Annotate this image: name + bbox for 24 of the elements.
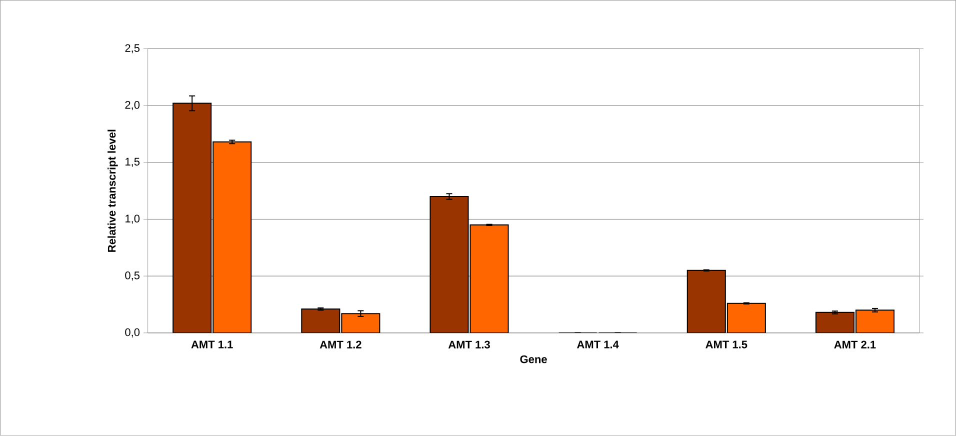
x-axis-title: Gene	[520, 356, 547, 364]
bar	[341, 313, 380, 334]
x-tick-label: AMT 1.3	[448, 340, 490, 349]
bar	[855, 310, 895, 334]
x-tick-label: AMT 2.1	[834, 340, 876, 349]
y-tick-label: 0,0	[125, 328, 140, 338]
y-tick-label: 1,5	[126, 158, 140, 168]
bar	[172, 102, 212, 334]
bar	[301, 308, 340, 334]
x-tick-label: AMT 1.1	[191, 340, 233, 348]
bar	[470, 224, 509, 334]
x-tick-label: AMT 1.4	[576, 340, 619, 348]
y-tick-label: 2,5	[125, 44, 140, 54]
bar	[815, 312, 854, 334]
bar	[686, 270, 726, 334]
x-tick-label: AMT 1.5	[706, 340, 748, 349]
y-tick-label: 2,0	[125, 101, 140, 110]
y-tick-label: 1,0	[126, 214, 140, 224]
bar	[212, 142, 252, 334]
bar	[726, 303, 766, 334]
y-axis-title: Relative transcript level	[108, 130, 118, 252]
x-tick-label: AMT 1.2	[320, 340, 362, 349]
y-tick-label: 0,5	[125, 272, 140, 281]
bar	[430, 196, 469, 334]
